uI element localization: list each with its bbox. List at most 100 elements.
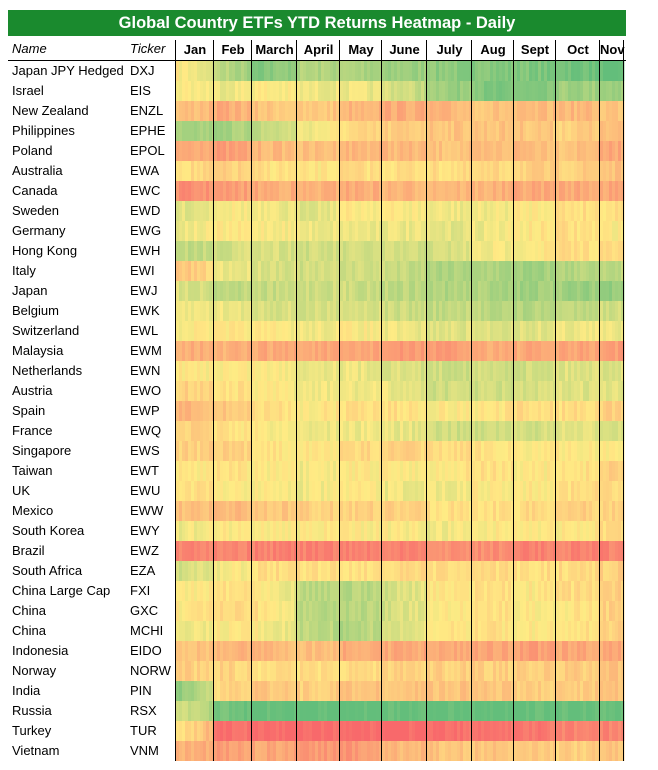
heat-cell — [264, 381, 268, 401]
heat-cell — [487, 261, 491, 281]
heat-cell — [327, 61, 331, 81]
heat-cell — [415, 581, 419, 601]
heat-cell — [203, 81, 207, 101]
heat-cell — [267, 81, 271, 101]
heat-cell — [203, 201, 207, 221]
heat-cell — [559, 541, 563, 561]
heat-cell — [229, 421, 233, 441]
heat-cell — [318, 441, 322, 461]
heat-cell — [541, 561, 545, 581]
heat-cell — [279, 181, 283, 201]
heat-cell — [571, 361, 575, 381]
heat-cell — [343, 221, 347, 241]
heat-cell — [457, 381, 461, 401]
heat-cell — [481, 81, 485, 101]
heat-cell — [364, 201, 368, 221]
heat-cell — [330, 661, 334, 681]
heat-cell — [502, 481, 506, 501]
heat-cell — [621, 301, 625, 321]
heat-cell — [562, 221, 566, 241]
heat-cell — [397, 61, 401, 81]
heat-cell — [538, 401, 542, 421]
heat-cell — [252, 201, 256, 221]
heat-cell — [427, 261, 431, 281]
heat-cell — [547, 381, 551, 401]
heat-cell — [511, 541, 515, 561]
row-ticker: EIS — [130, 83, 151, 98]
heat-cell — [568, 681, 572, 701]
heat-cell — [505, 281, 509, 301]
heat-cell — [562, 621, 566, 641]
heat-cell — [397, 201, 401, 221]
heat-cell — [391, 441, 395, 461]
heat-cell — [330, 181, 334, 201]
heat-cell — [421, 481, 425, 501]
heat-cell — [415, 121, 419, 141]
heat-cell — [312, 641, 316, 661]
heat-cell — [508, 661, 512, 681]
heat-cell — [547, 441, 551, 461]
heat-cell — [261, 321, 265, 341]
month-header: Aug — [480, 42, 506, 57]
heat-cell — [430, 181, 434, 201]
heat-cell — [529, 321, 533, 341]
heat-cell — [511, 481, 515, 501]
heat-cell — [421, 341, 425, 361]
heat-cell — [466, 581, 470, 601]
heat-cell — [226, 261, 230, 281]
heat-cell — [445, 661, 449, 681]
heat-cell — [403, 361, 407, 381]
heat-cell — [550, 141, 554, 161]
heat-cell — [244, 401, 248, 421]
heat-cell — [559, 281, 563, 301]
heat-cell — [188, 121, 192, 141]
heat-cell — [397, 341, 401, 361]
heat-cell — [291, 461, 295, 481]
heat-cell — [346, 201, 350, 221]
heat-cell — [532, 481, 536, 501]
heat-cell — [442, 661, 446, 681]
heat-cell — [288, 121, 292, 141]
heat-cell — [439, 361, 443, 381]
heat-cell — [247, 301, 251, 321]
heat-cell — [220, 261, 224, 281]
heat-cell — [330, 401, 334, 421]
heat-cell — [217, 401, 221, 421]
heat-cell — [606, 221, 610, 241]
heat-cell — [203, 161, 207, 181]
heat-cell — [433, 201, 437, 221]
heat-cell — [244, 681, 248, 701]
heat-cell — [276, 361, 280, 381]
heat-cell — [179, 261, 183, 281]
heat-cell — [472, 561, 476, 581]
heat-cell — [424, 241, 428, 261]
heat-cell — [291, 301, 295, 321]
heat-cell — [388, 541, 392, 561]
heat-cell — [373, 421, 377, 441]
heat-cell — [562, 501, 566, 521]
heat-cell — [463, 141, 467, 161]
heat-cell — [200, 621, 204, 641]
heat-cell — [291, 161, 295, 181]
heat-cell — [427, 101, 431, 121]
heat-cell — [448, 281, 452, 301]
heat-cell — [427, 221, 431, 241]
heat-cell — [397, 121, 401, 141]
heat-cell — [424, 261, 428, 281]
heat-cell — [439, 261, 443, 281]
row-ticker: EWM — [130, 343, 162, 358]
heat-cell — [282, 101, 286, 121]
heat-cell — [424, 201, 428, 221]
heat-cell — [562, 641, 566, 661]
heat-cell — [273, 641, 277, 661]
heat-cell — [460, 601, 464, 621]
heat-cell — [258, 141, 262, 161]
heat-cell — [451, 381, 455, 401]
heat-cell — [336, 441, 340, 461]
heat-cell — [454, 621, 458, 641]
heat-cell — [547, 241, 551, 261]
heat-cell — [415, 661, 419, 681]
month-header: Oct — [567, 42, 589, 57]
heat-cell — [343, 361, 347, 381]
heat-cell — [541, 681, 545, 701]
